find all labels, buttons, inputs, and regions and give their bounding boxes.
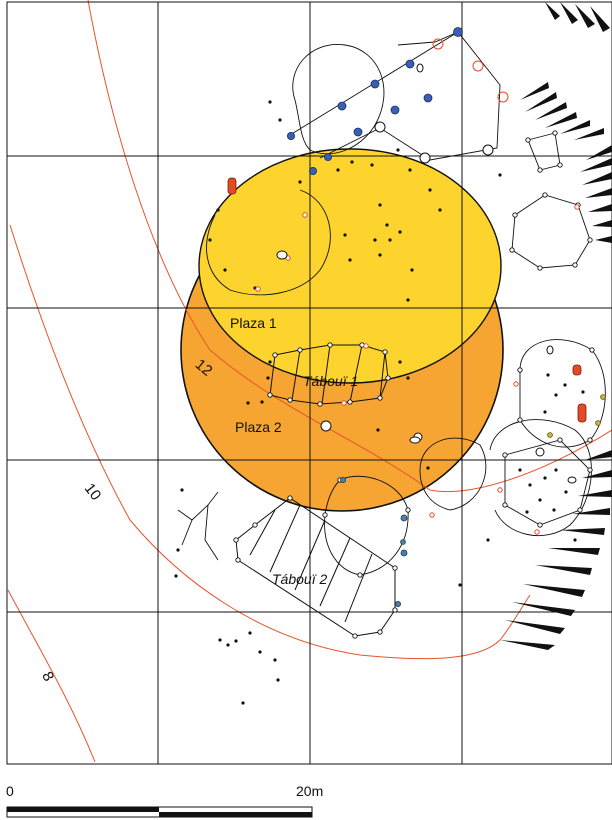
zones-layer <box>180 148 504 512</box>
postholes-olive <box>547 394 606 438</box>
scale-bar: 0 20m <box>6 783 323 818</box>
postholes-red-open <box>432 38 509 103</box>
taboui-2-label: Tábouï 2 <box>272 571 327 587</box>
taboui-1-structure <box>269 344 389 405</box>
plaza-1-label: Plaza 1 <box>230 315 277 331</box>
scale-start-label: 0 <box>6 783 14 799</box>
contour-label-10: 10 <box>81 480 105 504</box>
taboui-1-label: Tábouï 1 <box>303 373 358 389</box>
postholes-red-small <box>255 204 580 535</box>
postholes-black-open <box>320 121 545 457</box>
escarpment-hachures <box>500 2 612 650</box>
plaza-2-label: Plaza 2 <box>235 419 282 435</box>
contour-line-12 <box>87 0 612 493</box>
contour-line-8 <box>7 589 96 763</box>
hearths <box>227 177 587 423</box>
map-labels: Plaza 1 Plaza 2 Tábouï 1 Tábouï 2 12 10 … <box>38 315 358 684</box>
contour-line-10 <box>9 224 531 660</box>
postholes-blue <box>286 27 463 175</box>
scale-segment-2 <box>159 812 312 817</box>
pits <box>276 63 577 484</box>
contour-lines <box>7 0 612 763</box>
grid-lines <box>6 1 612 765</box>
plaza-1-zone <box>198 148 502 384</box>
postholes-small <box>174 100 585 705</box>
scale-segment-1 <box>7 807 159 812</box>
scale-end-label: 20m <box>296 783 323 799</box>
postholes-teal <box>339 476 408 608</box>
